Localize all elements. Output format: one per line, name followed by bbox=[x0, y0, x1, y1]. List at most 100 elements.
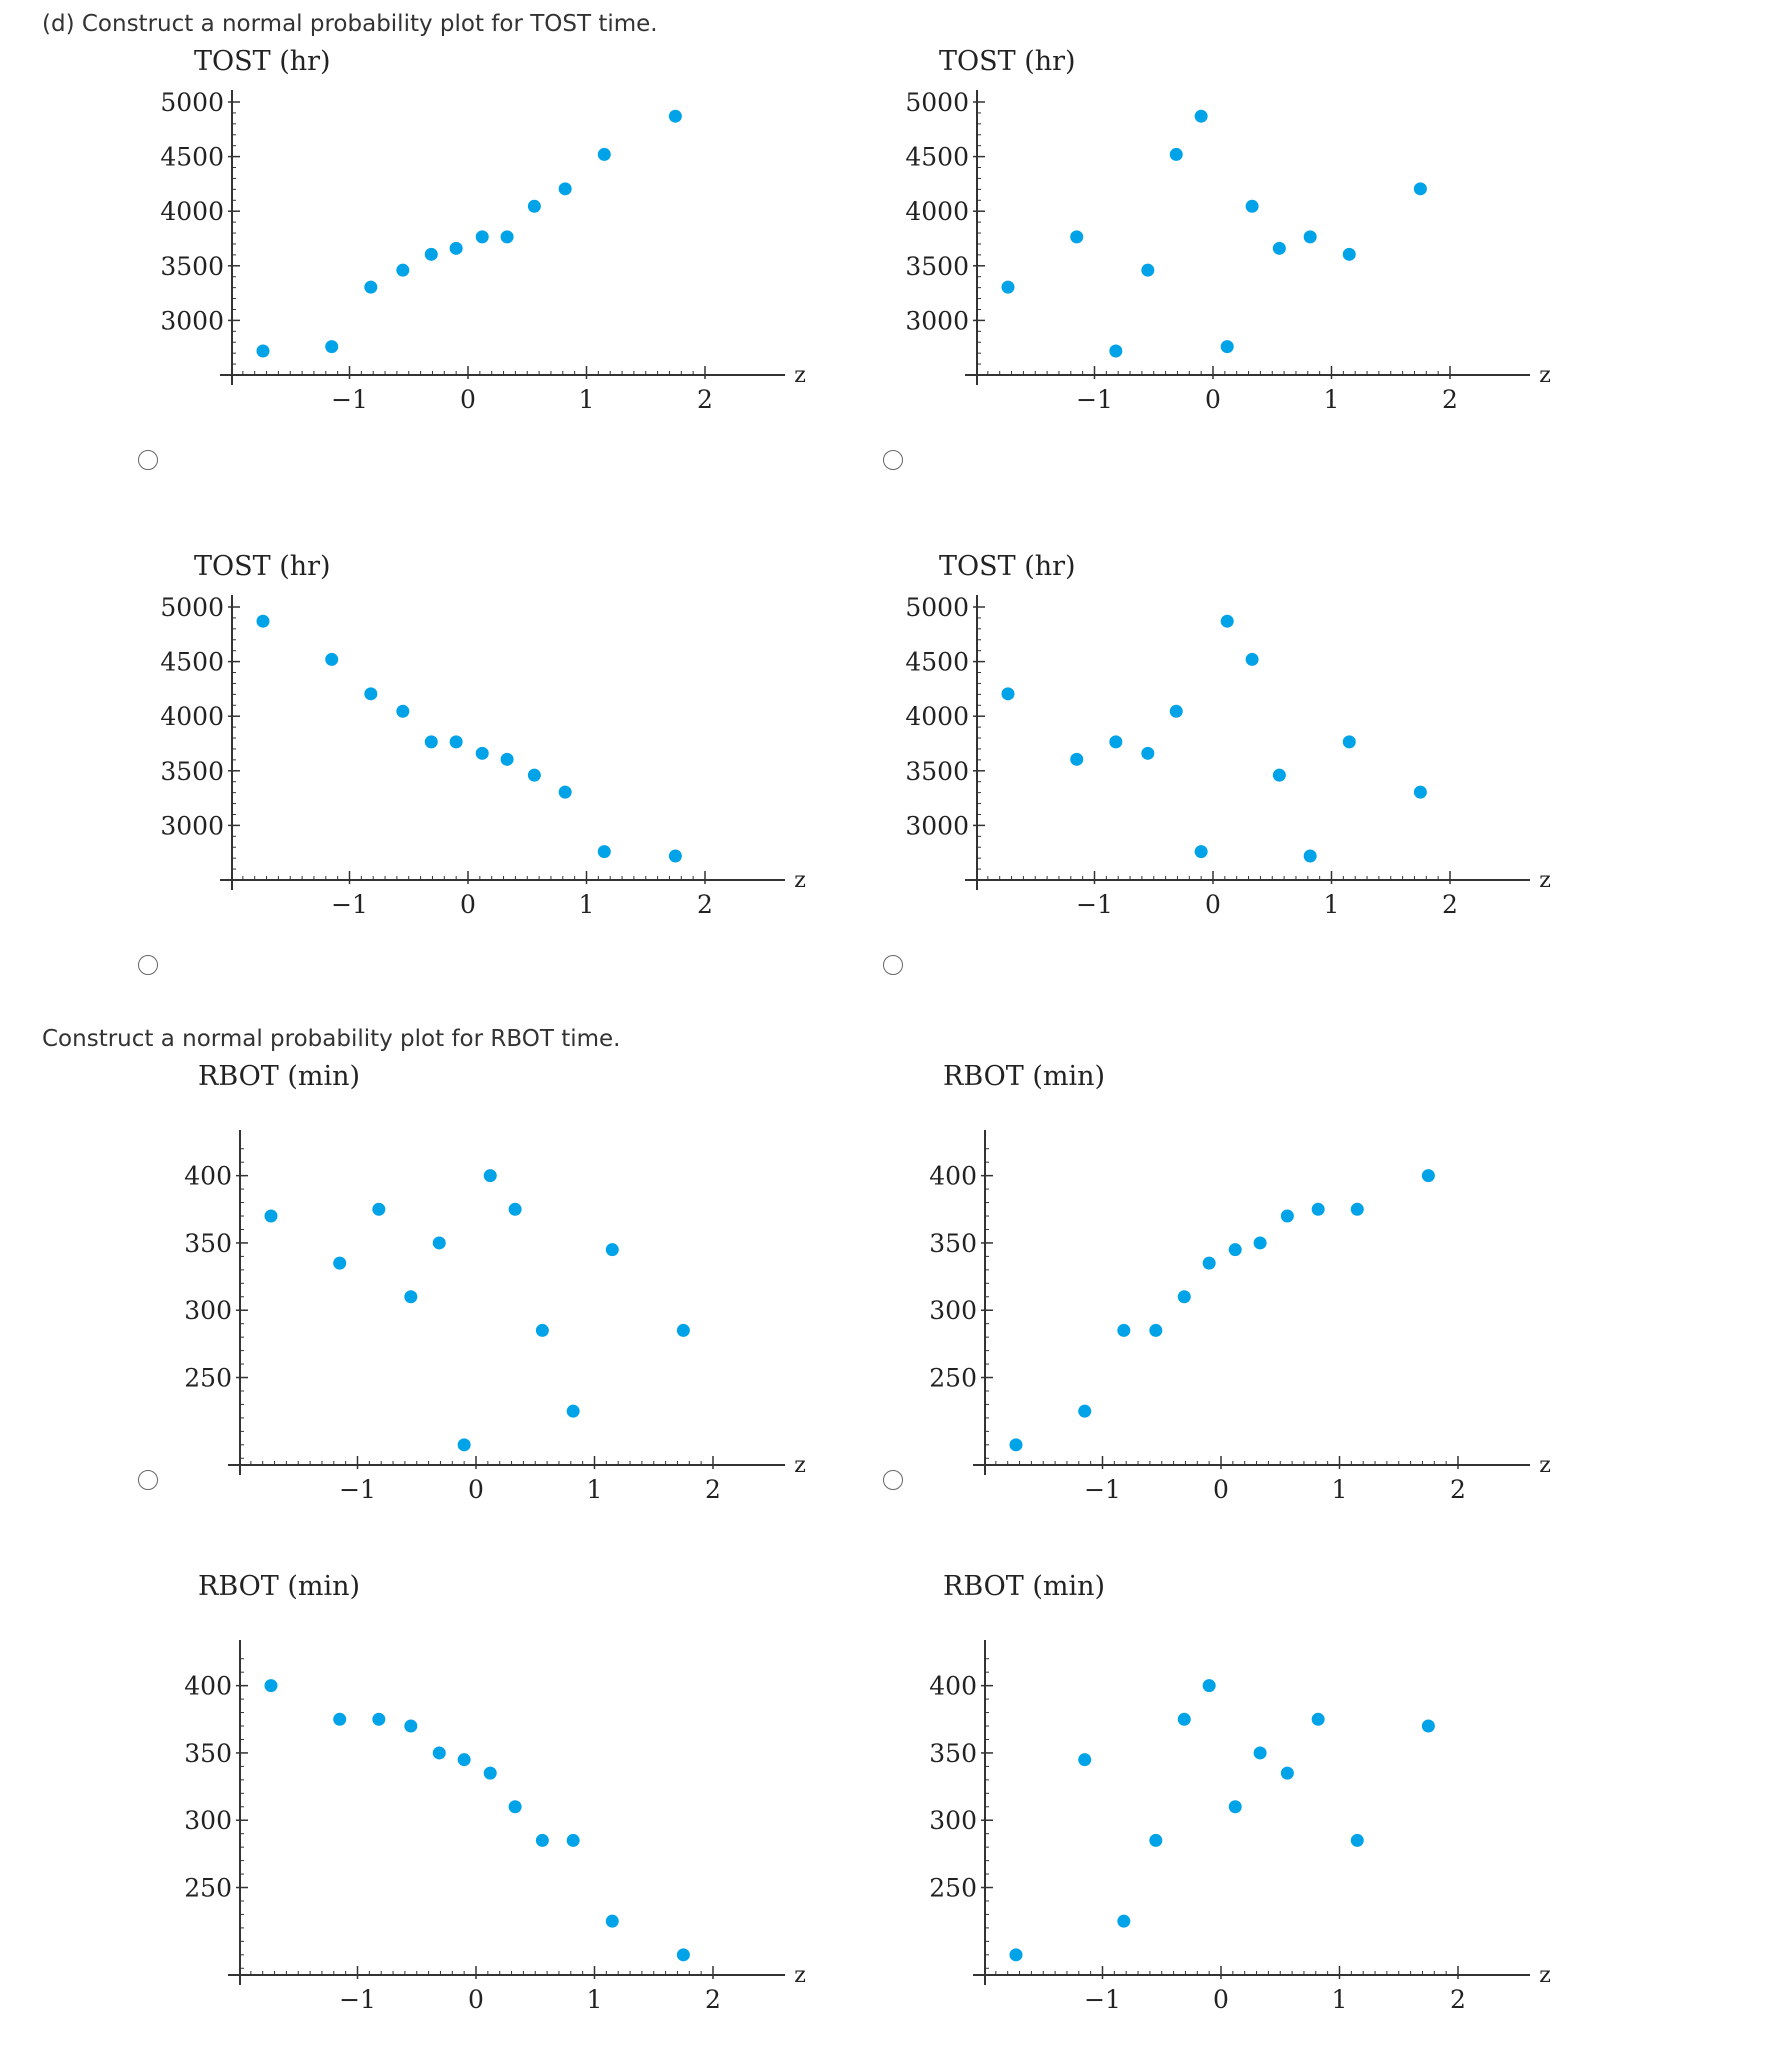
x-axis-label: z bbox=[1539, 363, 1551, 388]
y-tick-label: 3000 bbox=[160, 811, 224, 840]
x-tick-label: 2 bbox=[1442, 890, 1458, 919]
x-tick-label: 1 bbox=[587, 1985, 603, 2014]
x-tick-label: 2 bbox=[697, 385, 713, 414]
y-tick-label: 5000 bbox=[905, 88, 969, 117]
data-point bbox=[364, 687, 378, 701]
option-radio-tost-b[interactable] bbox=[883, 450, 903, 470]
x-tick-label: −1 bbox=[1084, 1985, 1121, 2014]
data-point bbox=[605, 1243, 619, 1257]
data-point bbox=[1228, 1243, 1242, 1257]
data-point bbox=[449, 241, 463, 255]
data-point bbox=[508, 1800, 522, 1814]
option-radio-tost-d[interactable] bbox=[883, 955, 903, 975]
data-point bbox=[1413, 785, 1427, 799]
x-tick-label: 1 bbox=[587, 1475, 603, 1504]
y-tick-label: 3500 bbox=[905, 252, 969, 281]
plot-rbot-d: RBOT (min) 250 300 350 400 −1 0 1 2 z bbox=[929, 1571, 1551, 2014]
data-point bbox=[558, 182, 572, 196]
x-axis-label: z bbox=[794, 868, 806, 893]
data-point bbox=[1413, 182, 1427, 196]
option-radio-tost-a[interactable] bbox=[138, 450, 158, 470]
data-point bbox=[1177, 1712, 1191, 1726]
data-point bbox=[424, 735, 438, 749]
plot-title: RBOT (min) bbox=[198, 1061, 360, 1092]
data-point bbox=[597, 845, 611, 859]
x-tick-label: 1 bbox=[1332, 1475, 1348, 1504]
x-tick-label: 2 bbox=[1442, 385, 1458, 414]
data-point bbox=[1342, 247, 1356, 261]
x-axis-label: z bbox=[1539, 1963, 1551, 1988]
data-point bbox=[483, 1766, 497, 1780]
y-tick-label: 400 bbox=[929, 1162, 977, 1191]
plot-title: TOST (hr) bbox=[939, 551, 1076, 582]
x-tick-label: 0 bbox=[460, 385, 476, 414]
y-tick-label: 350 bbox=[184, 1229, 232, 1258]
data-point bbox=[1117, 1914, 1131, 1928]
plot-rbot-a: RBOT (min) 250 300 350 400 −1 0 1 2 z bbox=[184, 1061, 806, 1504]
data-point bbox=[1303, 230, 1317, 244]
data-point bbox=[475, 746, 489, 760]
question-rbot: Construct a normal probability plot for … bbox=[42, 1026, 621, 1052]
data-point bbox=[1350, 1833, 1364, 1847]
data-point bbox=[1177, 1290, 1191, 1304]
data-point bbox=[1001, 280, 1015, 294]
data-point bbox=[1117, 1323, 1131, 1337]
y-tick-label: 3500 bbox=[160, 757, 224, 786]
data-point bbox=[325, 652, 339, 666]
data-point bbox=[457, 1438, 471, 1452]
data-point bbox=[1303, 849, 1317, 863]
plot-title: RBOT (min) bbox=[943, 1061, 1105, 1092]
plot-title: RBOT (min) bbox=[198, 1571, 360, 1602]
x-tick-label: −1 bbox=[331, 890, 368, 919]
x-tick-label: 1 bbox=[579, 890, 595, 919]
x-tick-label: 1 bbox=[1324, 385, 1340, 414]
y-tick-label: 3500 bbox=[160, 252, 224, 281]
data-point bbox=[1149, 1833, 1163, 1847]
x-tick-label: 2 bbox=[705, 1475, 721, 1504]
option-radio-rbot-b[interactable] bbox=[883, 1470, 903, 1490]
y-tick-label: 250 bbox=[184, 1874, 232, 1903]
option-radio-rbot-a[interactable] bbox=[138, 1470, 158, 1490]
y-tick-label: 5000 bbox=[160, 88, 224, 117]
plot-title: RBOT (min) bbox=[943, 1571, 1105, 1602]
x-axis-label: z bbox=[1539, 868, 1551, 893]
x-axis-label: z bbox=[794, 363, 806, 388]
y-tick-label: 400 bbox=[929, 1672, 977, 1701]
data-point bbox=[508, 1202, 522, 1216]
y-tick-label: 350 bbox=[929, 1229, 977, 1258]
question-tost: (d) Construct a normal probability plot … bbox=[42, 11, 658, 37]
y-tick-label: 250 bbox=[929, 1874, 977, 1903]
x-axis-label: z bbox=[1539, 1453, 1551, 1478]
data-point bbox=[1078, 1753, 1092, 1767]
data-point bbox=[264, 1679, 278, 1693]
data-point bbox=[1194, 109, 1208, 123]
data-point bbox=[676, 1323, 690, 1337]
data-point bbox=[676, 1948, 690, 1962]
option-radio-tost-c[interactable] bbox=[138, 955, 158, 975]
data-point bbox=[1342, 735, 1356, 749]
data-point bbox=[1253, 1236, 1267, 1250]
y-tick-label: 3500 bbox=[905, 757, 969, 786]
data-point bbox=[605, 1914, 619, 1928]
y-tick-label: 5000 bbox=[905, 593, 969, 622]
x-tick-label: 2 bbox=[705, 1985, 721, 2014]
data-point bbox=[1078, 1404, 1092, 1418]
plot-tost-d: TOST (hr) 3000 3500 4000 4500 5000 −1 0 1 2 z bbox=[905, 551, 1551, 919]
data-point bbox=[404, 1290, 418, 1304]
plot-title: TOST (hr) bbox=[194, 46, 331, 77]
y-tick-label: 4000 bbox=[905, 197, 969, 226]
y-tick-label: 4500 bbox=[160, 648, 224, 677]
data-point bbox=[264, 1209, 278, 1223]
data-point bbox=[1141, 746, 1155, 760]
data-point bbox=[483, 1169, 497, 1183]
data-point bbox=[1350, 1202, 1364, 1216]
data-point bbox=[1228, 1800, 1242, 1814]
data-point bbox=[432, 1236, 446, 1250]
data-point bbox=[1141, 263, 1155, 277]
y-tick-label: 4500 bbox=[160, 143, 224, 172]
y-tick-label: 4000 bbox=[905, 702, 969, 731]
y-tick-label: 3000 bbox=[905, 811, 969, 840]
y-tick-label: 400 bbox=[184, 1162, 232, 1191]
data-point bbox=[432, 1746, 446, 1760]
y-tick-label: 300 bbox=[184, 1296, 232, 1325]
